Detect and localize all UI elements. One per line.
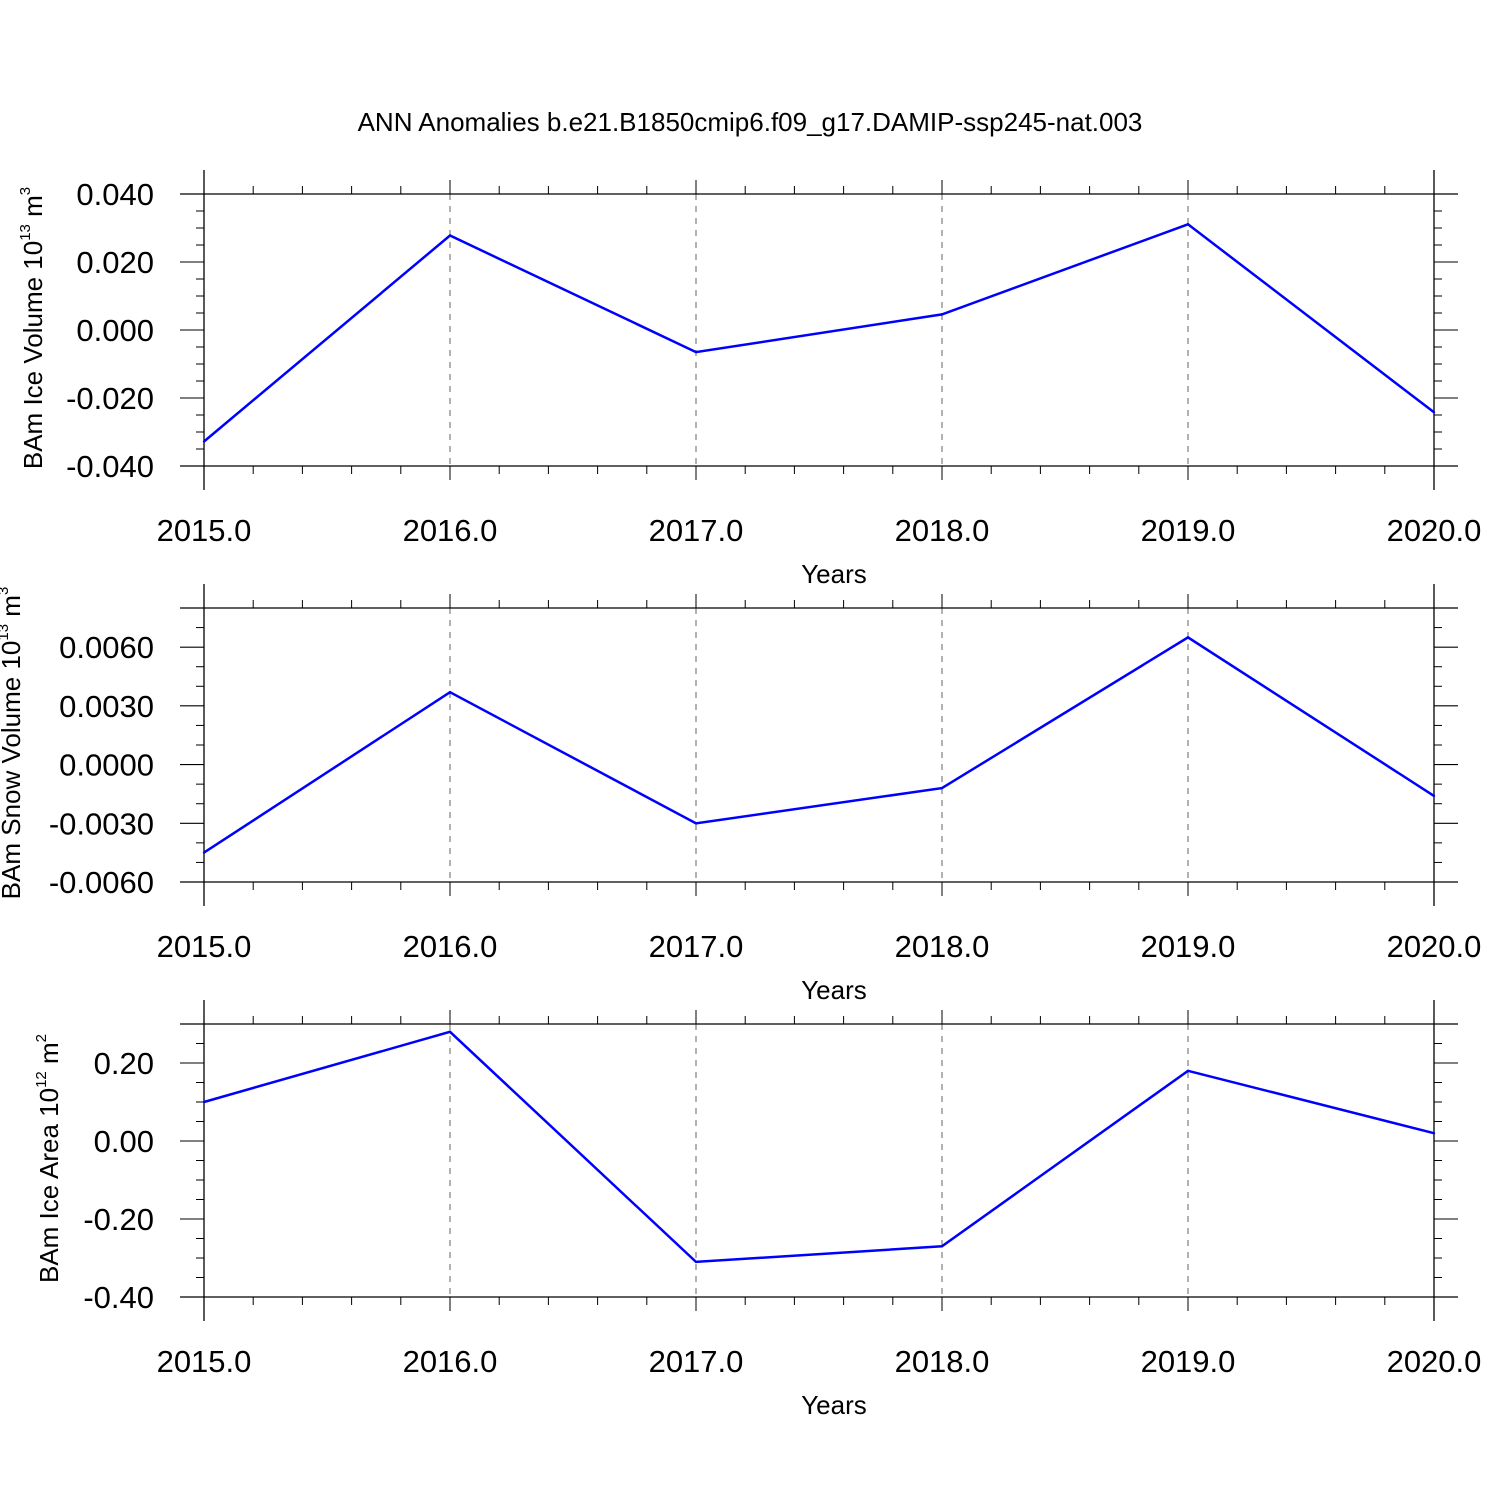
x-tick-label: 2020.0 <box>1387 929 1482 964</box>
data-point <box>448 234 452 237</box>
x-tick-label: 2018.0 <box>895 513 990 548</box>
series-line <box>203 635 1435 854</box>
y-tick-label: 0.0030 <box>59 689 154 724</box>
y-tick-label: 0.000 <box>76 313 154 348</box>
x-axis-title: Years <box>801 975 867 1005</box>
x-tick-label: 2018.0 <box>895 1344 990 1379</box>
panels-group: 2015.0 2016.0 2017.0 2018.0 2019.0 2020.0 -0.0… <box>0 170 1481 1420</box>
data-point <box>940 313 944 316</box>
y-axis-title-unit-exp: 2 <box>33 1034 50 1042</box>
y-tick-label: 0.20 <box>94 1046 154 1081</box>
panel-3: 2015.0 2016.0 2017.0 2018.0 2019.0 2020.0 -0.4… <box>33 1000 1481 1420</box>
series-line <box>203 222 1435 443</box>
figure-title: ANN Anomalies b.e21.B1850cmip6.f09_g17.D… <box>358 107 1143 137</box>
y-axis-title: BAm Snow Volume 1013 m3 <box>0 587 26 900</box>
y-axis-title: BAm Ice Area 1012 m2 <box>33 1034 64 1283</box>
data-point <box>448 1030 452 1034</box>
y-axis-title-unit-exp: 3 <box>0 587 12 595</box>
y-tick-label: -0.040 <box>66 449 154 484</box>
y-tick-label: 0.0060 <box>59 630 154 665</box>
data-point <box>1432 1132 1436 1135</box>
x-tick-label: 2019.0 <box>1141 513 1236 548</box>
x-tick-label: 2020.0 <box>1387 513 1482 548</box>
y-axis-title-main: BAm Ice Area 10 <box>34 1088 64 1283</box>
data-point <box>1432 411 1436 414</box>
x-tick-label: 2015.0 <box>157 1344 252 1379</box>
data-point <box>1186 1069 1190 1073</box>
panel-1: 2015.0 2016.0 2017.0 2018.0 2019.0 2020.0 -0.0… <box>17 170 1481 589</box>
panel-2: 2015.0 2016.0 2017.0 2018.0 2019.0 2020.0 -0.0… <box>0 584 1481 1005</box>
y-tick-label: 0.040 <box>76 177 154 212</box>
y-tick-label: 0.0000 <box>59 748 154 783</box>
x-tick-label: 2019.0 <box>1141 1344 1236 1379</box>
y-axis-title-unit-exp: 3 <box>17 187 34 195</box>
data-point <box>1186 636 1190 639</box>
y-tick-label: -0.0030 <box>49 806 154 841</box>
x-axis-title: Years <box>801 559 867 589</box>
x-tick-label: 2016.0 <box>403 929 498 964</box>
y-axis-title-main: BAm Ice Volume 10 <box>18 241 48 469</box>
y-tick-label: -0.40 <box>83 1280 154 1315</box>
y-axis-title-unit: m <box>18 195 48 224</box>
y-axis-title-unit: m <box>34 1042 64 1071</box>
x-tick-label: 2016.0 <box>403 1344 498 1379</box>
y-tick-label: -0.20 <box>83 1202 154 1237</box>
y-axis-title-exp: 13 <box>0 624 12 641</box>
x-axis-title: Years <box>801 1390 867 1420</box>
data-point <box>202 851 206 854</box>
x-tick-label: 2017.0 <box>649 513 744 548</box>
y-tick-label: -0.020 <box>66 381 154 416</box>
x-tick-label: 2015.0 <box>157 929 252 964</box>
y-axis-title-exp: 13 <box>17 224 34 241</box>
x-tick-label: 2017.0 <box>649 1344 744 1379</box>
series-line <box>203 1030 1435 1264</box>
x-tick-label: 2019.0 <box>1141 929 1236 964</box>
data-point <box>202 440 206 443</box>
data-point <box>1432 794 1436 798</box>
data-point <box>940 1245 944 1248</box>
y-tick-label: 0.020 <box>76 245 154 280</box>
data-point <box>694 1260 698 1264</box>
x-tick-label: 2018.0 <box>895 929 990 964</box>
x-tick-label: 2015.0 <box>157 513 252 548</box>
y-tick-label: 0.00 <box>94 1124 154 1159</box>
data-point <box>1186 223 1190 226</box>
data-point <box>940 786 944 790</box>
x-tick-label: 2017.0 <box>649 929 744 964</box>
y-axis-title-unit: m <box>0 595 26 624</box>
data-point <box>448 690 452 694</box>
x-tick-label: 2020.0 <box>1387 1344 1482 1379</box>
data-point <box>694 822 698 825</box>
x-tick-label: 2016.0 <box>403 513 498 548</box>
y-axis-title: BAm Ice Volume 1013 m3 <box>17 187 48 469</box>
y-axis-title-main: BAm Snow Volume 10 <box>0 641 26 900</box>
data-point <box>694 350 698 354</box>
y-axis-title-exp: 12 <box>33 1071 50 1088</box>
y-tick-label: -0.0060 <box>49 865 154 900</box>
data-point <box>202 1100 206 1104</box>
